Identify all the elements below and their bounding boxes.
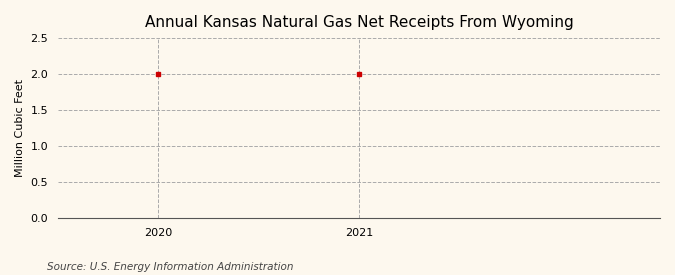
Text: Source: U.S. Energy Information Administration: Source: U.S. Energy Information Administ… [47,262,294,272]
Y-axis label: Million Cubic Feet: Million Cubic Feet [15,79,25,177]
Title: Annual Kansas Natural Gas Net Receipts From Wyoming: Annual Kansas Natural Gas Net Receipts F… [144,15,573,30]
